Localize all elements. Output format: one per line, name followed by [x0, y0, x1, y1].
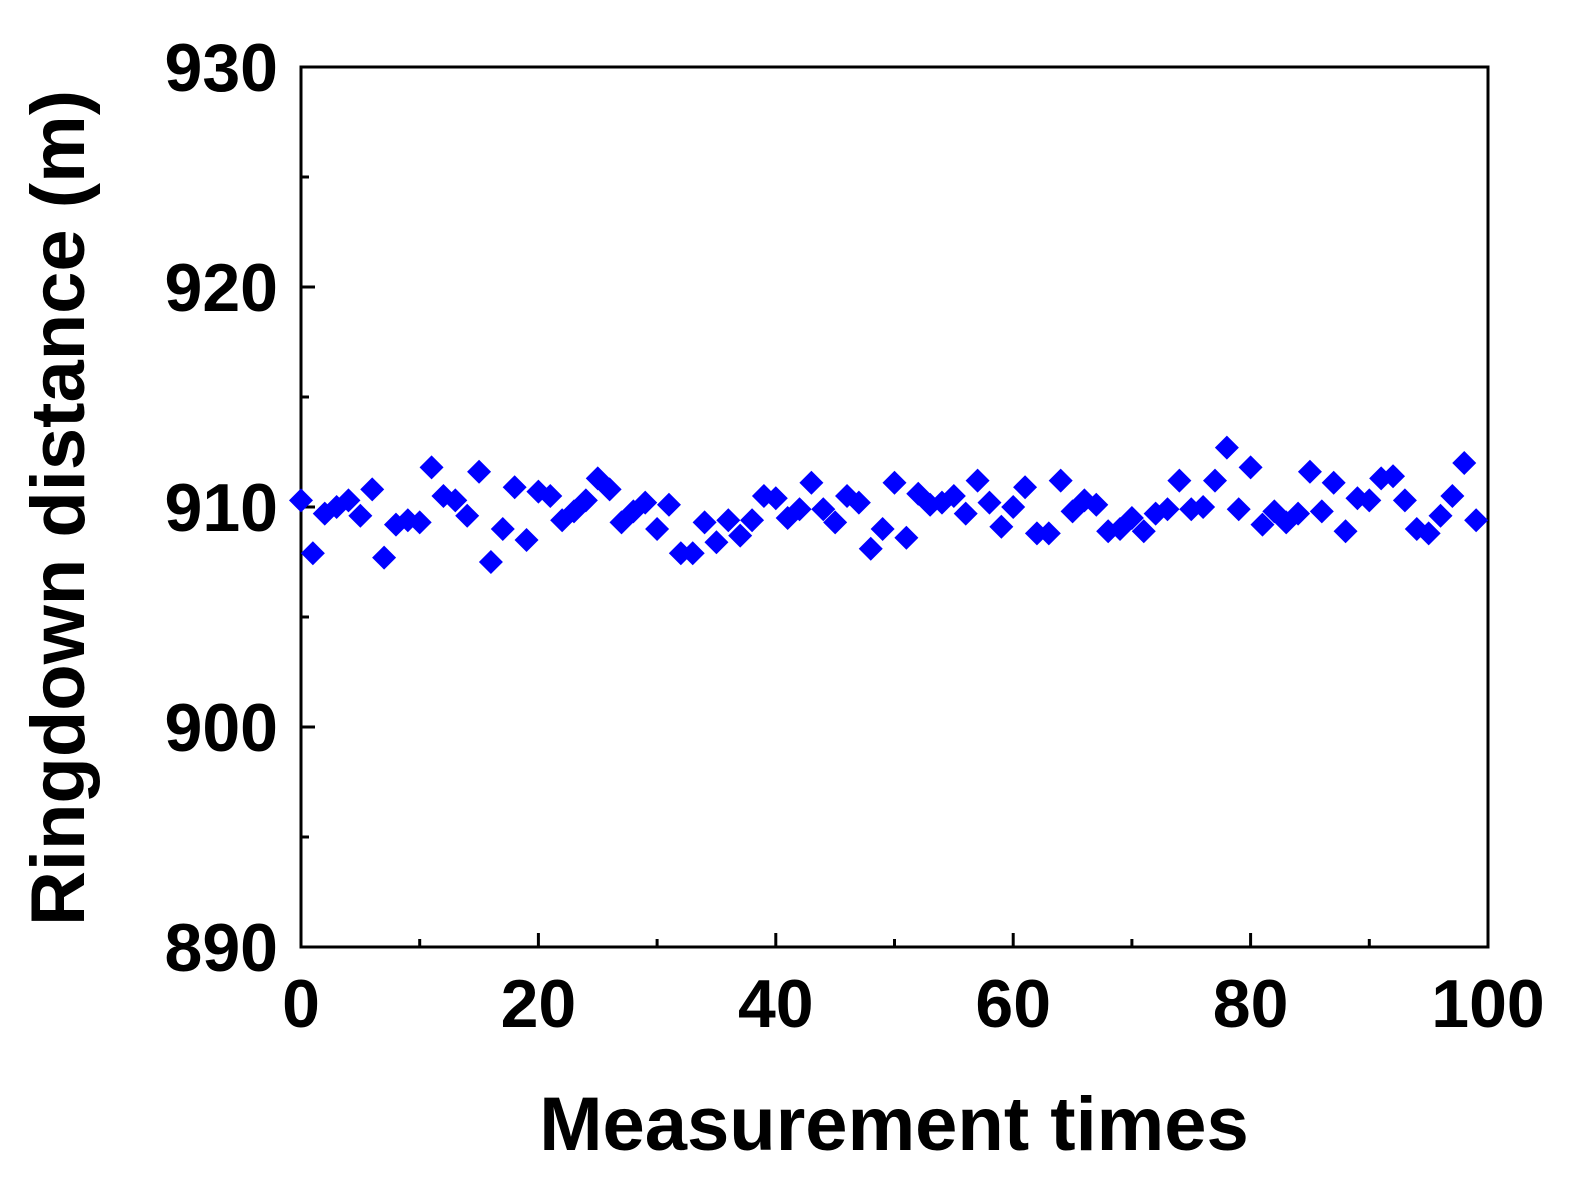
data-point [1428, 503, 1453, 528]
x-tick-label: 0 [282, 966, 320, 1042]
data-point [419, 455, 444, 480]
data-point [1202, 468, 1227, 493]
data-point [1238, 455, 1263, 480]
data-point [680, 541, 705, 566]
data-point [1381, 464, 1406, 489]
y-tick-label: 900 [165, 690, 278, 766]
y-tick-label: 930 [165, 30, 278, 106]
data-point [1452, 451, 1477, 475]
data-point [953, 501, 978, 526]
x-tick-label: 60 [975, 966, 1051, 1042]
data-point [823, 510, 848, 535]
data-point [846, 490, 871, 515]
data-point [1214, 435, 1239, 460]
data-point [443, 488, 468, 513]
data-point [633, 490, 658, 515]
data-point [1286, 501, 1311, 526]
y-tick-label: 920 [165, 250, 278, 326]
data-point [300, 541, 325, 566]
data-point [1167, 468, 1192, 493]
data-point [799, 470, 824, 495]
data-point [692, 510, 717, 535]
data-point [455, 503, 480, 528]
data-point [1297, 459, 1322, 484]
data-point [1357, 488, 1382, 513]
data-point [965, 468, 990, 493]
data-point [1072, 488, 1097, 513]
data-point [478, 550, 503, 574]
data-point [1321, 470, 1346, 495]
data-point [573, 488, 598, 513]
data-point [1464, 508, 1489, 533]
data-point [882, 470, 907, 495]
data-point [1191, 495, 1216, 519]
plot-frame [299, 65, 1490, 949]
data-point [360, 477, 385, 502]
x-axis-title: Measurement times [539, 1082, 1249, 1167]
data-point [1119, 506, 1144, 530]
data-point [490, 517, 515, 541]
data-point [1262, 499, 1287, 524]
x-tick-label: 100 [1431, 966, 1544, 1042]
data-point [787, 497, 812, 522]
data-point [1036, 521, 1061, 546]
y-tick-label: 890 [165, 910, 278, 986]
data-point [1333, 519, 1358, 544]
data-point [656, 492, 681, 517]
data-point [1013, 475, 1038, 500]
data-point [645, 517, 670, 541]
data-points [289, 435, 1489, 574]
data-point [870, 517, 895, 541]
data-point [336, 488, 361, 513]
data-point [728, 523, 753, 548]
data-point [1416, 521, 1441, 546]
data-point [372, 545, 397, 570]
data-point [989, 514, 1014, 539]
y-axis-title: Ringdown distance (m) [16, 90, 101, 926]
data-point [1155, 497, 1180, 522]
data-point [502, 475, 527, 500]
data-point [763, 486, 788, 511]
data-point [597, 477, 622, 502]
data-point [716, 508, 741, 533]
data-point [1048, 468, 1073, 493]
tick-labels: 0 20 40 60 80 100 890 900 910 920 930 [165, 30, 1545, 1042]
data-point [1440, 484, 1465, 508]
data-point [538, 484, 563, 508]
data-point [894, 525, 919, 550]
data-point [1084, 492, 1109, 517]
data-point [1131, 519, 1156, 544]
data-point [1392, 488, 1417, 513]
data-point [1226, 497, 1251, 522]
data-point [467, 459, 492, 484]
data-point [407, 510, 432, 535]
data-point [514, 528, 539, 552]
axis-ticks [299, 65, 1490, 949]
data-point [941, 484, 966, 508]
data-point [1309, 499, 1334, 524]
data-point [1250, 512, 1275, 537]
data-point [740, 508, 765, 533]
x-tick-label: 20 [501, 966, 577, 1042]
x-tick-label: 80 [1213, 966, 1289, 1042]
data-point [704, 530, 729, 555]
data-point [348, 503, 373, 528]
x-tick-label: 40 [738, 966, 814, 1042]
data-point [811, 497, 836, 522]
data-point [858, 536, 883, 561]
y-tick-label: 910 [165, 470, 278, 546]
data-point [289, 488, 313, 513]
data-point [977, 490, 1002, 515]
data-point [1001, 495, 1026, 519]
